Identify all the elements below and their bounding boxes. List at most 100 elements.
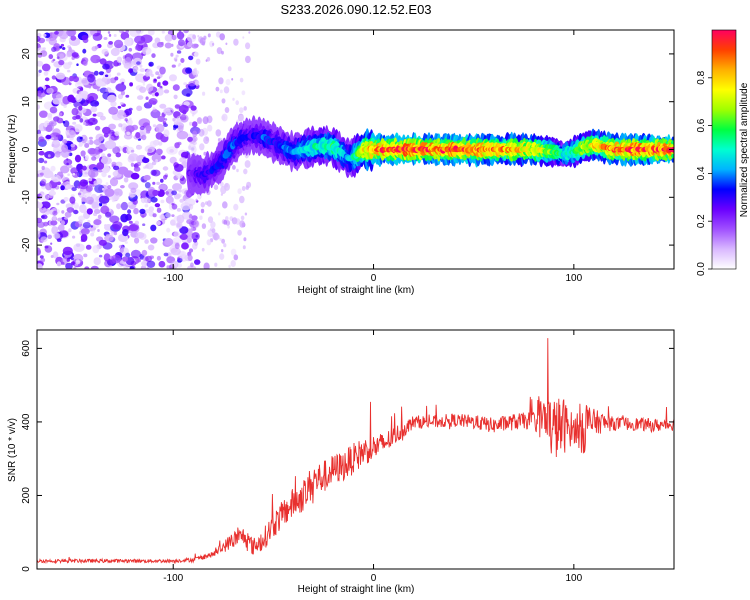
- spectrogram-noise-blob: [150, 237, 158, 244]
- spectrogram-noise-blob: [61, 76, 71, 86]
- spectrogram-noise-blob: [186, 41, 193, 48]
- spectrogram-noise-blob: [124, 118, 128, 122]
- spectrogram-noise-blob: [93, 209, 101, 214]
- spectrogram-noise-blob: [195, 58, 201, 65]
- spectrogram-noise-blob: [108, 33, 112, 37]
- spectrogram-noise-blob: [141, 46, 152, 55]
- spectrogram-noise-blob: [174, 59, 178, 62]
- spectrogram-noise-blob: [50, 255, 54, 258]
- spectrogram-noise-blob: [232, 165, 236, 170]
- spectrogram-noise-blob: [203, 136, 210, 145]
- spectrogram-noise-blob: [46, 87, 54, 94]
- spectrogram-noise-blob: [82, 222, 91, 229]
- spectrogram-noise-blob: [143, 166, 147, 169]
- spectrogram-noise-blob: [177, 258, 183, 263]
- spectrogram-noise-blob: [50, 165, 56, 172]
- spectrogram-noise-blob: [221, 249, 224, 253]
- spectrogram-noise-blob: [77, 192, 82, 196]
- spectrogram-noise-blob: [215, 129, 222, 137]
- spectrogram-noise-blob: [79, 169, 83, 174]
- spectrogram-noise-blob: [174, 163, 184, 172]
- spectrogram-noise-blob: [194, 259, 201, 265]
- spectrogram-noise-blob: [73, 124, 83, 133]
- spectrogram-noise-blob: [149, 255, 154, 259]
- spectrogram-noise-blob: [242, 245, 246, 250]
- spectrogram-noise-blob: [115, 152, 122, 158]
- spectrogram-noise-blob: [70, 167, 78, 175]
- spectrogram-noise-blob: [114, 76, 119, 81]
- spectrogram-noise-blob: [188, 81, 196, 87]
- spectrogram-noise-blob: [64, 211, 72, 218]
- spectrogram-noise-blob: [123, 177, 129, 183]
- spectrogram-noise-blob: [64, 216, 69, 220]
- spectrogram-noise-blob: [101, 78, 107, 82]
- spectrogram-noise-blob: [233, 254, 239, 261]
- spectrogram-noise-blob: [135, 132, 141, 139]
- spectrogram-noise-blob: [76, 63, 79, 66]
- spectrogram-noise-blob: [190, 262, 194, 268]
- spectrogram-noise-blob: [62, 47, 66, 50]
- spectrogram-noise-blob: [61, 210, 65, 214]
- spectrogram-noise-blob: [164, 118, 168, 121]
- spectrogram-noise-blob: [72, 121, 77, 125]
- spectrogram-noise-blob: [91, 156, 97, 161]
- spectrogram-noise-blob: [142, 157, 150, 164]
- spectrogram-noise-blob: [93, 139, 102, 146]
- spectrogram-noise-blob: [195, 198, 198, 202]
- spectrogram-noise-blob: [108, 123, 116, 130]
- spectrogram-noise-blob: [221, 238, 226, 244]
- spectrogram-noise-blob: [216, 47, 223, 55]
- spectrogram-noise-blob: [67, 94, 75, 103]
- spectrogram-noise-blob: [90, 225, 94, 228]
- spectrogram-noise-blob: [159, 66, 166, 75]
- spectrogram-noise-blob: [240, 215, 245, 221]
- spectrogram-noise-blob: [37, 173, 40, 178]
- spectrogram-noise-blob: [75, 260, 81, 265]
- spectrogram-noise-blob: [201, 223, 207, 230]
- spectrogram-noise-blob: [72, 172, 76, 176]
- colorbar-ticks: 0.0 0.2 0.4 0.6 0.8: [696, 70, 712, 276]
- spectrogram-noise-blob: [221, 50, 224, 55]
- colorbar-tick-label: 0.0: [696, 262, 707, 276]
- spectrogram-noise-blob: [171, 190, 178, 196]
- spectrogram-noise-blob: [162, 166, 169, 171]
- colorbar-label: Normalized spectral amplitude: [739, 82, 750, 217]
- spectrogram-noise-blob: [136, 145, 143, 150]
- spectrogram-noise-blob: [43, 122, 48, 128]
- spectrogram-noise-blob: [68, 228, 72, 233]
- spectrogram-noise-blob: [139, 68, 146, 73]
- spectrogram-noise-blob: [151, 92, 156, 97]
- spectrogram-x-tick-label: 100: [565, 273, 582, 284]
- spectrogram-noise-blob: [125, 94, 130, 98]
- spectrogram-noise-blob: [78, 142, 83, 147]
- spectrogram-noise-blob: [94, 125, 101, 131]
- spectrogram-noise-blob: [165, 188, 174, 197]
- spectrogram-noise-blob: [176, 118, 182, 123]
- spectrogram-y-axis-label: Frequency (Hz): [7, 115, 18, 184]
- spectrogram-noise-blob: [80, 228, 90, 235]
- spectrogram-noise-blob: [159, 184, 167, 191]
- spectrogram-noise-blob: [81, 197, 87, 202]
- spectrogram-noise-blob: [216, 234, 220, 240]
- spectrogram-noise-blob: [239, 77, 244, 83]
- spectrogram-noise-blob: [137, 95, 144, 100]
- spectrogram-noise-blob: [84, 143, 90, 148]
- spectrogram-y-tick-label: -20: [21, 237, 32, 252]
- spectrogram-noise-blob: [218, 77, 224, 85]
- spectrogram-noise-blob: [170, 247, 181, 256]
- spectrogram-noise-blob: [97, 88, 100, 92]
- spectrogram-noise-blob: [127, 209, 132, 215]
- spectrogram-noise-blob: [171, 34, 177, 41]
- spectrogram-noise-blob: [60, 43, 65, 47]
- spectrogram-noise-blob: [232, 97, 235, 101]
- spectrogram-noise-blob: [65, 184, 72, 190]
- spectrogram-noise-blob: [199, 143, 205, 151]
- spectrogram-noise-blob: [82, 60, 88, 66]
- spectrogram-noise-blob: [163, 129, 170, 137]
- spectrogram-noise-blob: [159, 103, 167, 109]
- spectrogram-noise-blob: [124, 37, 132, 47]
- spectrogram-noise-blob: [53, 232, 61, 239]
- spectrogram-noise-blob: [197, 117, 202, 123]
- spectrogram-noise-blob: [153, 153, 159, 159]
